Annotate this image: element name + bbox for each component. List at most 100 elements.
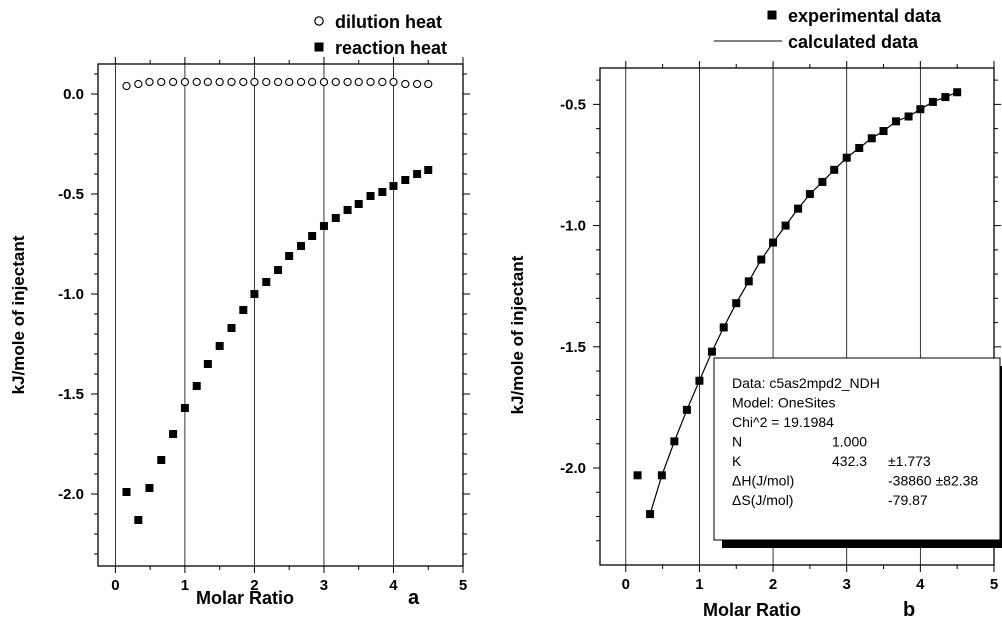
panel-label: b [903, 599, 915, 621]
fit-box-text: Model: OneSites [732, 395, 836, 411]
x-tick-label: 5 [990, 576, 998, 593]
x-axis-label: Molar Ratio [703, 600, 801, 620]
data-point-experimental-data [904, 112, 913, 121]
y-axis-label: kJ/mole of injectant [9, 235, 28, 394]
data-point-dilution-heat [145, 77, 154, 87]
data-point-dilution-heat [215, 77, 224, 87]
data-point-reaction-heat [354, 200, 363, 208]
x-tick-label: 0 [622, 576, 630, 593]
data-point-experimental-data [781, 221, 790, 230]
chart-panel-a: 0 1 2 3 4 5 0.0 -0.5 -1.0 -1.5 -2.0 Molar Ratio a kJ/… [9, 12, 470, 609]
data-point-experimental-data [757, 255, 766, 264]
data-point-dilution-heat [401, 79, 410, 89]
data-point-experimental-data [682, 405, 691, 414]
fit-box-frame [713, 357, 1001, 541]
x-tick-label: 2 [769, 576, 777, 593]
y-tick-label: 0.0 [63, 86, 84, 103]
fit-box-text: Data: c5as2mpd2_NDH [732, 375, 880, 391]
fit-box-text: 432.3 [832, 453, 867, 469]
x-tick-label: 3 [320, 577, 328, 594]
fit-box-text: K [732, 453, 742, 469]
legend-label: dilution heat [335, 12, 442, 32]
data-point-reaction-heat [274, 266, 283, 274]
data-point-dilution-heat [285, 77, 294, 87]
data-point-experimental-data [657, 471, 666, 480]
data-point-reaction-heat [401, 176, 410, 184]
data-point-reaction-heat [366, 192, 375, 200]
data-point-dilution-heat [343, 77, 352, 87]
fit-box-text: Chi^2 = 19.1984 [732, 414, 834, 430]
data-point-reaction-heat [145, 484, 154, 492]
y-tick-label: -1.0 [560, 218, 586, 235]
fit-box-text: -79.87 [888, 492, 928, 508]
data-point-experimental-data [941, 93, 950, 102]
x-tick-label: 2 [250, 577, 258, 594]
legend: dilution heat reaction heat [314, 12, 447, 58]
data-point-reaction-heat [203, 360, 212, 368]
legend-marker-filled-square [314, 42, 324, 52]
data-point-reaction-heat [192, 382, 201, 390]
data-point-dilution-heat [273, 77, 283, 87]
legend-marker-filled-square [767, 10, 777, 20]
data-point-reaction-heat [227, 324, 236, 332]
panel-label: a [408, 587, 420, 609]
data-point-experimental-data [867, 134, 876, 143]
data-point-dilution-heat [134, 79, 143, 89]
y-tick-label: -2.0 [58, 486, 84, 503]
data-point-dilution-heat [227, 77, 236, 87]
y-axis-label: kJ/mole of injectant [508, 255, 527, 414]
data-point-dilution-heat [122, 81, 131, 91]
fit-box-text: 1.000 [832, 434, 867, 450]
fit-box-text: ±1.773 [888, 453, 931, 469]
data-point-experimental-data [695, 376, 704, 385]
data-point-reaction-heat [308, 232, 317, 240]
data-point-experimental-data [928, 97, 937, 106]
y-tick-label: -0.5 [58, 186, 84, 203]
y-tick-label: -2.0 [560, 460, 586, 477]
data-point-dilution-heat [319, 77, 329, 87]
data-point-experimental-data [794, 204, 803, 213]
plot-frame [97, 63, 464, 567]
y-tick-label: -1.5 [560, 339, 586, 356]
data-point-dilution-heat [203, 77, 212, 87]
fit-box-text: N [732, 434, 742, 450]
data-point-experimental-data [805, 190, 814, 199]
legend-label: reaction heat [335, 38, 447, 58]
data-point-dilution-heat [389, 77, 398, 87]
data-point-dilution-heat [354, 77, 363, 87]
data-point-experimental-data [670, 437, 679, 446]
data-point-reaction-heat [413, 170, 422, 178]
data-point-reaction-heat [157, 456, 166, 464]
chart-panel-b: 0 1 2 3 4 5 -0.5 -1.0 -1.5 -2.0 Molar Ratio b kJ/mol… [508, 6, 1002, 621]
data-point-experimental-data [892, 117, 901, 126]
x-tick-label: 5 [459, 577, 467, 594]
data-point-reaction-heat [239, 306, 248, 314]
data-point-experimental-data [916, 105, 925, 114]
data-point-dilution-heat [366, 77, 375, 87]
data-point-dilution-heat [424, 79, 433, 89]
data-point-dilution-heat [157, 77, 166, 87]
data-point-reaction-heat [250, 290, 259, 298]
fit-box-text: ΔH(J/mol) [732, 473, 794, 489]
data-point-dilution-heat [192, 77, 201, 87]
x-tick-label: 3 [843, 576, 851, 593]
data-point-reaction-heat [343, 206, 352, 214]
data-point-experimental-data [732, 299, 741, 308]
data-point-reaction-heat [134, 516, 143, 524]
data-point-experimental-data [633, 471, 642, 480]
data-point-reaction-heat [215, 342, 224, 350]
x-tick-label: 4 [389, 577, 398, 594]
data-point-experimental-data [744, 277, 753, 286]
y-tick-label: -1.0 [58, 286, 84, 303]
data-point-reaction-heat [262, 278, 271, 286]
data-point-dilution-heat [168, 77, 178, 87]
y-tick-label: -0.5 [560, 96, 586, 113]
data-point-dilution-heat [262, 77, 271, 87]
data-point-reaction-heat [297, 242, 306, 250]
data-point-experimental-data [719, 323, 728, 332]
data-point-experimental-data [646, 510, 655, 519]
x-axis-label: Molar Ratio [196, 588, 294, 608]
data-point-experimental-data [879, 127, 888, 136]
fit-results-box: Data: c5as2mpd2_NDH Model: OneSites Chi^2 … [713, 357, 1002, 548]
